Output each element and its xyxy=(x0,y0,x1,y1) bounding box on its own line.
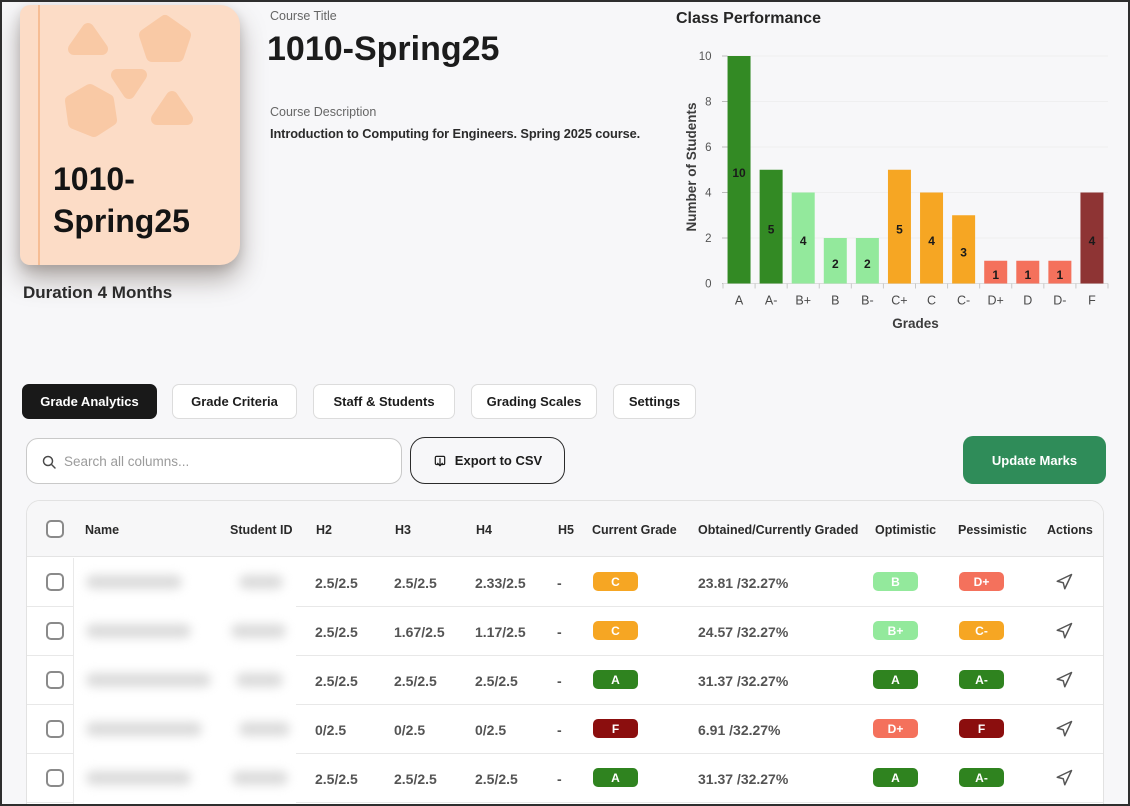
svg-text:1: 1 xyxy=(1057,268,1064,282)
svg-text:4: 4 xyxy=(705,188,712,200)
svg-text:2: 2 xyxy=(832,257,839,271)
svg-text:5: 5 xyxy=(896,223,903,237)
svg-text:B-: B- xyxy=(861,294,874,308)
svg-text:D-: D- xyxy=(1053,294,1066,308)
svg-text:F: F xyxy=(1088,294,1096,308)
svg-text:4: 4 xyxy=(800,234,807,248)
svg-text:4: 4 xyxy=(928,234,935,248)
svg-text:B+: B+ xyxy=(795,294,811,308)
svg-text:10: 10 xyxy=(699,51,712,63)
svg-text:4: 4 xyxy=(1089,234,1096,248)
svg-text:Number of Students: Number of Students xyxy=(684,102,699,231)
svg-text:C: C xyxy=(927,294,936,308)
svg-text:8: 8 xyxy=(705,97,711,109)
svg-text:0: 0 xyxy=(705,279,711,291)
svg-text:6: 6 xyxy=(705,142,711,154)
svg-text:A: A xyxy=(735,294,744,308)
svg-text:5: 5 xyxy=(768,223,775,237)
svg-text:D: D xyxy=(1023,294,1032,308)
svg-text:D+: D+ xyxy=(988,294,1004,308)
svg-text:Grades: Grades xyxy=(892,316,939,331)
svg-text:2: 2 xyxy=(705,233,711,245)
svg-text:1: 1 xyxy=(992,268,999,282)
svg-text:2: 2 xyxy=(864,257,871,271)
svg-text:C+: C+ xyxy=(891,294,907,308)
svg-text:3: 3 xyxy=(960,245,967,259)
svg-text:10: 10 xyxy=(732,166,746,180)
svg-text:1: 1 xyxy=(1024,268,1031,282)
svg-text:A-: A- xyxy=(765,294,778,308)
svg-text:B: B xyxy=(831,294,839,308)
svg-text:C-: C- xyxy=(957,294,970,308)
